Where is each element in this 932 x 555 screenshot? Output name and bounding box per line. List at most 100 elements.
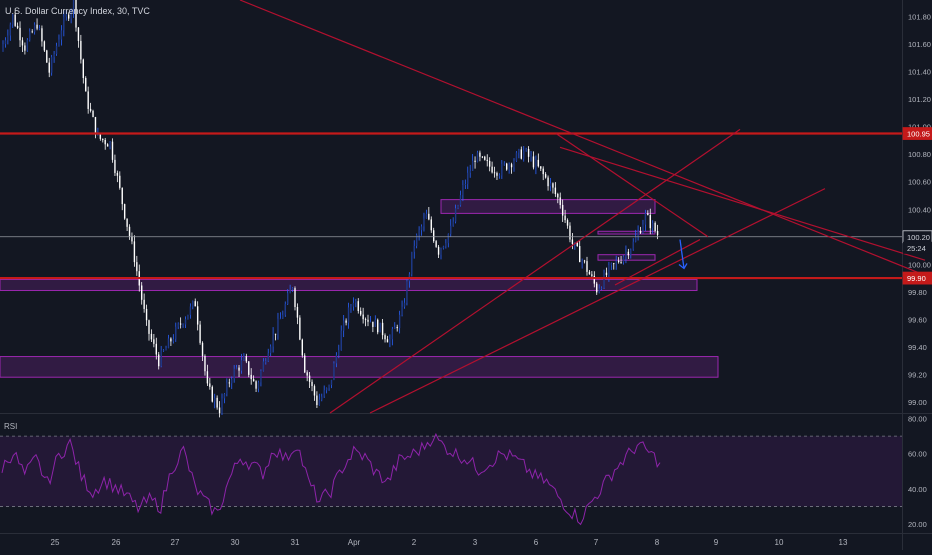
candle-body [634,236,637,242]
candle-body [238,367,240,371]
candle-body [77,27,80,41]
candle-body [513,160,515,168]
candle-body [313,386,316,396]
candle-body [362,314,364,320]
rsi-y-tick-label: 60.00 [908,450,927,459]
candle-body [26,39,29,51]
candle-body [55,45,58,55]
y-tick-label: 99.00 [908,398,927,407]
price-label-box-3 [902,271,932,285]
candle-body [379,322,381,333]
candle-body [532,156,535,168]
candle-body [488,160,491,167]
candle-body [21,40,24,46]
candle-body [479,152,481,157]
candle-body [491,166,493,173]
candle-body [282,314,284,319]
candle-body [38,28,41,30]
candle-body [564,215,566,221]
candle-body [496,173,498,176]
candle-body [608,265,610,276]
candle-body [48,62,50,73]
candle-body [189,306,192,315]
candle-body [501,163,503,176]
candle-body [160,350,162,367]
candle-body [16,25,19,28]
price-label-box-2 [903,241,932,254]
candle-body [136,262,138,272]
candle-body [428,213,430,220]
candle-body [109,141,111,147]
candle-body [87,91,89,109]
candle-body [462,185,464,196]
candle-body [350,306,352,308]
candle-body [647,213,649,216]
candle-body [214,397,216,402]
candle-body [518,149,520,153]
candle-body [433,230,435,242]
candle-body [603,272,605,288]
candle-body [530,156,532,158]
candle-body [143,299,145,309]
candle-body [182,324,184,326]
candle-body [306,372,308,376]
trendline-1 [555,133,709,238]
candle-body [457,205,459,209]
x-tick-label: 13 [839,538,848,547]
candle-body [277,318,279,335]
down-arrow-shaft [679,239,685,269]
candles-layer [2,0,659,418]
candle-body [279,318,282,320]
y-tick-label: 100.60 [908,178,931,187]
candle-body [454,208,457,222]
candle-body [231,379,233,384]
candle-body [374,319,376,327]
candle-body [367,319,369,322]
candle-body [145,308,148,321]
candle-body [549,183,552,187]
y-tick-label: 100.00 [908,260,931,269]
candle-body [583,260,586,262]
candle-body [467,172,469,185]
candle-body [267,353,269,362]
candle-body [65,14,67,17]
candle-body [192,301,194,307]
candle-body [92,110,94,118]
candle-body [170,338,172,342]
candle-body [184,319,187,325]
candle-body [274,333,277,335]
x-tick-label: 9 [714,538,719,547]
candle-body [649,215,651,229]
candle-body [403,302,406,307]
candle-body [593,275,595,284]
candle-body [165,347,167,351]
candle-body [4,40,7,45]
candle-body [82,59,84,79]
candle-body [199,324,201,343]
candle-body [121,187,123,205]
axes-layer: 101.80101.60101.40101.20101.00100.80100.… [51,13,932,547]
y-tick-label: 101.60 [908,40,931,49]
candle-body [364,319,367,321]
candle-body [389,339,391,343]
candle-body [476,152,479,162]
candle-body [2,44,4,51]
candle-body [41,28,43,42]
candle-body [235,367,238,369]
candle-body [126,218,128,227]
candle-body [542,168,544,175]
candle-body [167,338,170,348]
rsi-band [0,436,902,507]
candle-body [325,388,328,391]
candle-body [141,285,143,300]
candle-body [328,385,330,389]
candle-body [272,333,274,347]
candle-body [155,343,157,355]
candle-body [503,163,505,165]
zone-1 [0,278,698,291]
candle-body [304,355,306,373]
candle-body [566,220,569,226]
candle-body [14,14,16,26]
